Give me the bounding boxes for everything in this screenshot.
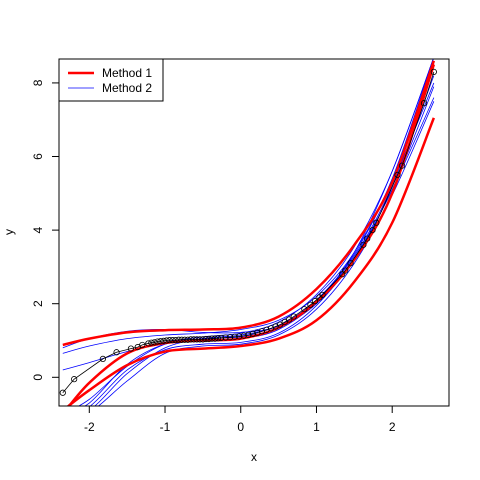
legend: Method 1 Method 2 [58,58,164,102]
data-point-33 [222,334,229,341]
y-axis-label: y [2,229,16,235]
method-2-curve-2 [62,59,434,354]
method-2-curve-4 [78,97,435,406]
legend-label-method-2: Method 2 [102,81,152,95]
data-point-61 [394,171,401,179]
data-point-37 [240,332,247,339]
data-point-51 [311,298,319,305]
data-point-27 [202,335,210,343]
data-point-56 [347,260,354,267]
data-point-64 [430,68,437,75]
data-point-3 [99,355,107,362]
points-layer [59,68,437,396]
data-point-41 [258,328,266,335]
data-point-38 [245,331,252,339]
data-point-20 [181,336,188,343]
data-point-54 [339,271,346,278]
data-point-23 [190,336,197,343]
method-1-curve-2 [66,117,436,406]
x-tick-label: 1 [313,420,320,434]
data-point-36 [236,333,243,340]
x-axis-label: x [251,450,257,464]
x-axis: -2 -1 0 1 2 [84,405,396,434]
data-point-10 [151,339,158,346]
data-point-55 [342,267,349,274]
x-tick-label: -1 [160,420,171,434]
data-point-16 [169,337,176,344]
y-tick-label: 6 [31,153,45,160]
data-point-30 [211,335,219,342]
method-2-curve-7 [97,101,435,406]
method-2-curve-3 [62,59,434,371]
data-point-19 [178,336,185,343]
data-point-34 [227,334,234,341]
data-point-39 [249,330,256,337]
x-tick-label: 2 [389,420,396,434]
data-point-14 [163,337,170,344]
data-point-42 [263,326,270,333]
data-point-15 [166,337,173,344]
y-axis: 0 2 4 6 8 [31,79,60,381]
data-point-9 [148,339,155,346]
data-point-2 [71,376,78,383]
data-point-17 [172,337,179,344]
data-point-22 [187,336,194,343]
data-point-60 [373,219,380,226]
legend-label-method-1: Method 1 [102,66,152,80]
data-point-1 [59,389,66,396]
data-point-53 [319,291,326,298]
data-point-26 [199,336,206,343]
method-1-curve-1 [62,60,436,347]
data-point-63 [420,100,428,107]
data-point-57 [360,241,367,248]
data-point-49 [301,306,308,313]
data-point-5 [127,345,135,352]
data-point-4 [113,349,120,356]
curves-layer [62,59,436,406]
data-point-8 [145,340,152,347]
y-tick-label: 2 [31,300,45,307]
method-1-curve-3 [67,64,436,406]
data-point-45 [277,321,284,328]
data-point-24 [193,336,200,343]
points-connecting-line [62,71,435,394]
legend-box [58,58,164,102]
data-point-13 [160,337,167,344]
data-point-11 [154,338,161,345]
data-point-25 [196,336,203,343]
data-point-46 [281,318,288,326]
data-point-59 [369,227,376,234]
data-point-7 [139,341,146,349]
data-point-62 [398,162,406,169]
data-point-29 [208,335,216,342]
data-point-58 [364,235,371,242]
data-point-12 [157,338,164,345]
y-tick-label: 8 [31,79,45,86]
data-point-32 [217,334,225,342]
data-point-28 [205,335,213,343]
method-2-curve-8 [84,59,434,406]
data-point-31 [214,335,222,342]
x-tick-label: 0 [237,420,244,434]
data-point-35 [231,333,238,340]
data-point-47 [286,316,293,323]
y-tick-label: 4 [31,226,45,233]
data-point-21 [184,336,191,343]
y-tick-label: 0 [31,374,45,381]
x-tick-label: -2 [84,420,95,434]
data-point-40 [254,329,261,336]
data-point-50 [307,301,314,308]
data-point-48 [290,313,297,320]
data-point-18 [175,336,182,343]
